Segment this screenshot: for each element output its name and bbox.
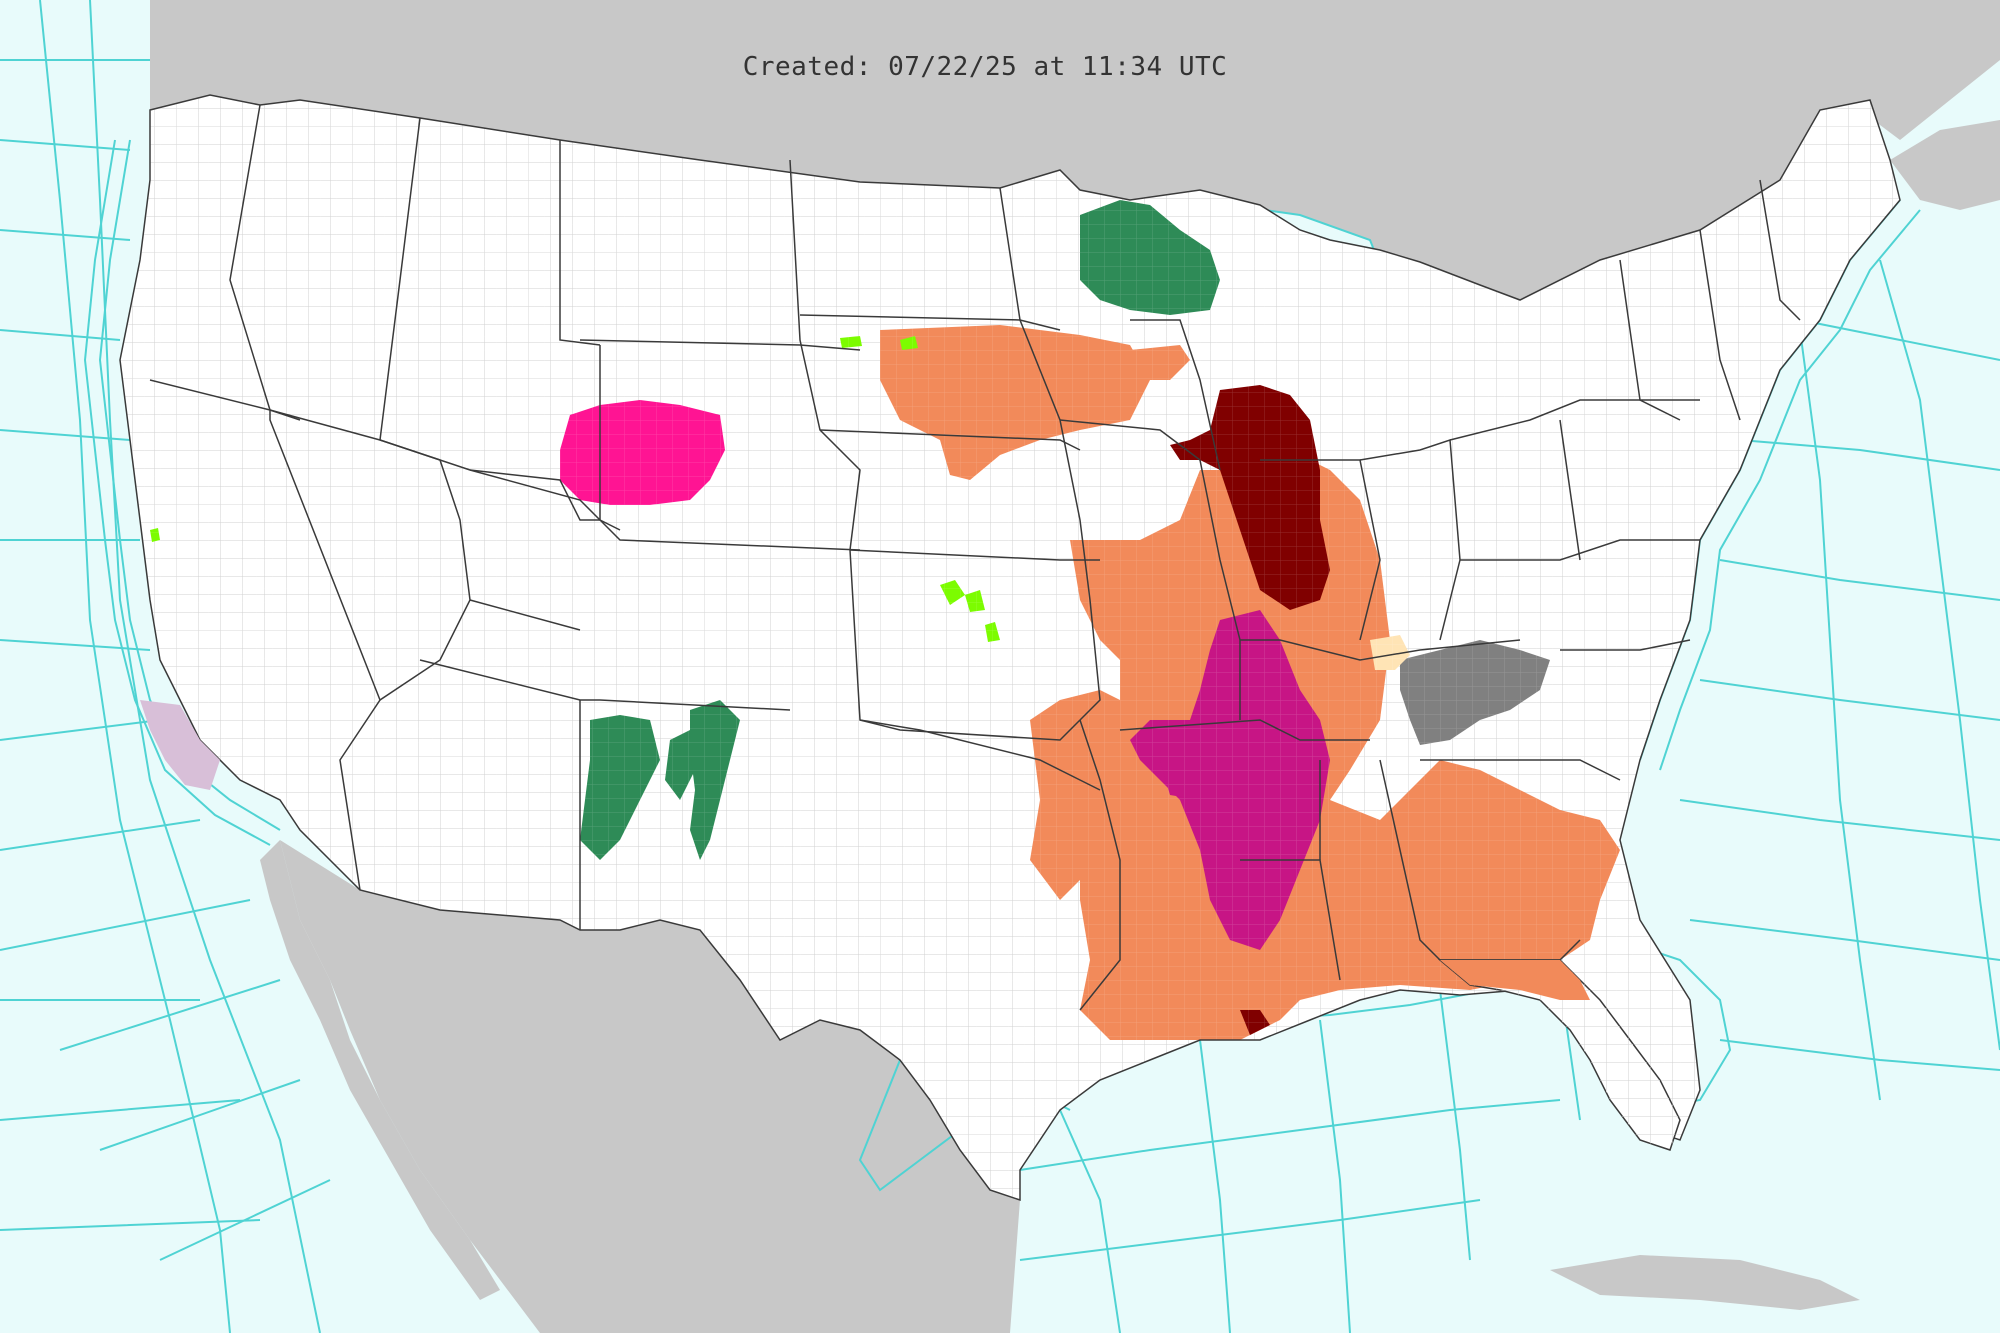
small-craft-area [140, 700, 220, 790]
state-boundaries [149, 104, 1801, 1011]
maritime-land [1890, 120, 2000, 210]
florida-county-grid [1440, 960, 1680, 1150]
baja-land [260, 840, 500, 1300]
created-timestamp: Created: 07/22/25 at 11:34 UTC [742, 52, 1228, 82]
cuba-land [1550, 1255, 1860, 1310]
heat-advisory-florida [1440, 960, 1590, 1000]
mexico-land [280, 840, 1020, 1333]
canada-land [150, 0, 2000, 300]
